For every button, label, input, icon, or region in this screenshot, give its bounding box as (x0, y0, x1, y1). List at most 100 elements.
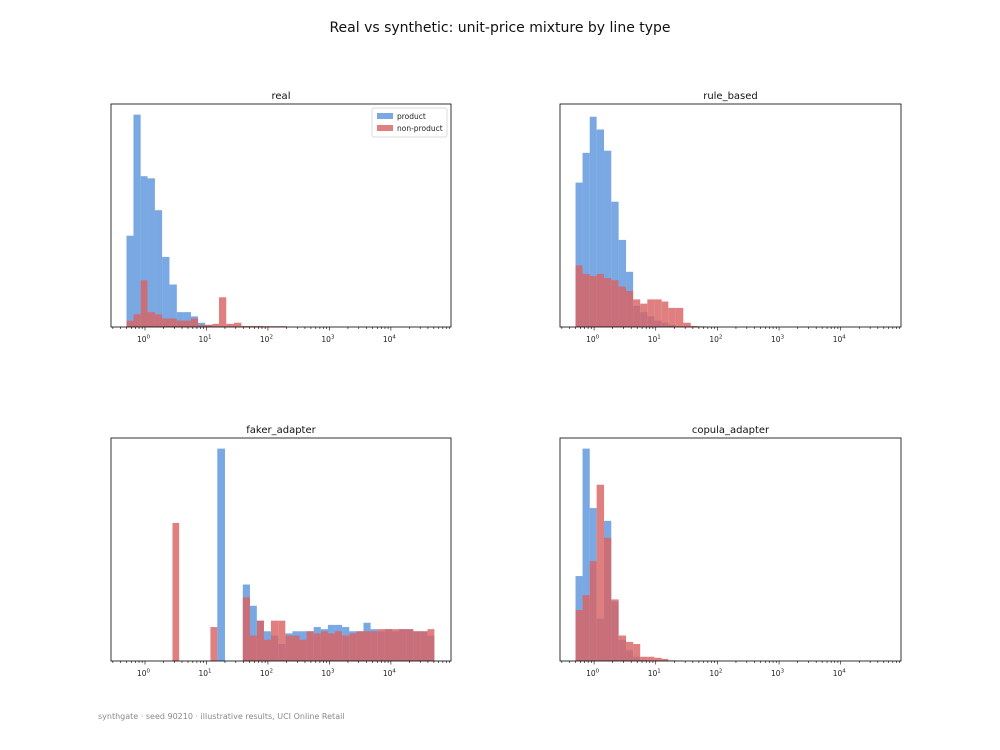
axes-frame (559, 437, 902, 662)
bar-non-product (675, 307, 684, 327)
bar-non-product (575, 610, 583, 661)
bar-non-product (335, 631, 343, 661)
figure-title: Real vs synthetic: unit-price mixture by… (329, 20, 671, 36)
bar-non-product (413, 631, 421, 661)
subplot-real: 100 101 102 103 104 real product non-product (110, 91, 452, 345)
bar-non-product (162, 318, 170, 327)
bar-product (596, 129, 605, 327)
bar-non-product (169, 318, 177, 327)
subplot-faker-adapter: 100 101 102 103 104 faker_adapter (110, 425, 452, 679)
bar-non-product (256, 620, 264, 661)
bar-non-product (611, 280, 619, 327)
subplot-rule-based: 100 101 102 103 104 rule_based (559, 91, 902, 345)
legend-label-product: product (397, 112, 426, 121)
bar-product (618, 239, 627, 327)
bar-non-product (190, 318, 199, 327)
bar-product (604, 150, 612, 327)
bar-product (162, 256, 170, 327)
x-tick-label: 103 (321, 669, 335, 679)
bar-non-product (248, 325, 257, 327)
bar-non-product (270, 620, 279, 661)
bar-non-product (126, 320, 134, 327)
bar-non-product (370, 631, 378, 661)
bar-non-product (647, 299, 655, 327)
legend-swatch-non-product (377, 125, 393, 131)
bar-product (611, 201, 619, 327)
x-tick-label: 102 (260, 669, 273, 679)
bar-non-product (406, 629, 414, 661)
bar-non-product (278, 326, 287, 327)
bar-non-product (363, 631, 371, 661)
bar-non-product (233, 322, 242, 327)
subplot-copula-adapter: 100 101 102 103 104 copula_adapter (559, 425, 902, 679)
bar-non-product (270, 326, 279, 327)
bar-non-product (306, 631, 314, 661)
x-tick-label: 103 (771, 335, 785, 345)
bar-non-product (640, 656, 648, 661)
bar-non-product (427, 629, 435, 661)
bar-non-product (626, 641, 634, 661)
x-tick-label: 101 (198, 335, 211, 345)
x-tick-label: 104 (383, 669, 397, 679)
bar-non-product (661, 658, 669, 661)
x-tick-label: 101 (648, 669, 661, 679)
bar-non-product (263, 326, 271, 327)
bar-non-product (219, 297, 227, 327)
bar-non-product (618, 635, 627, 661)
bar-non-product (242, 597, 250, 661)
x-tick-label: 103 (321, 335, 335, 345)
bar-non-product (384, 629, 392, 661)
bar-product (140, 176, 148, 327)
bar-non-product (140, 280, 148, 327)
bar-non-product (420, 631, 428, 661)
bar-non-product (668, 307, 676, 327)
bar-product (147, 178, 155, 327)
axes-frame (559, 103, 902, 328)
x-tick-label: 104 (833, 669, 847, 679)
bar-non-product (313, 633, 321, 661)
bar-non-product (342, 635, 350, 661)
x-tick-label: 100 (586, 335, 600, 345)
bar-non-product (596, 273, 605, 327)
bar-non-product (654, 657, 662, 661)
x-tick-label: 103 (771, 669, 785, 679)
bar-non-product (604, 537, 612, 661)
bar-non-product (263, 639, 271, 661)
bar-non-product (690, 325, 699, 327)
bar-non-product (661, 301, 669, 327)
bar-product (154, 210, 163, 327)
legend-label-non-product: non-product (397, 124, 443, 133)
bar-non-product (226, 323, 234, 327)
bar-non-product (575, 265, 583, 327)
bar-non-product (176, 320, 184, 327)
bar-non-product (278, 620, 286, 661)
subplot-title: real (272, 91, 291, 102)
bar-non-product (633, 644, 641, 661)
bar-non-product (172, 522, 180, 661)
bar-non-product (582, 595, 590, 661)
bar-non-product (356, 631, 364, 661)
bar-non-product (377, 629, 385, 661)
subplot-title: copula_adapter (692, 425, 770, 436)
bar-non-product (133, 314, 141, 327)
x-tick-label: 101 (198, 669, 211, 679)
bar-non-product (299, 639, 307, 661)
subplot-title: rule_based (703, 91, 758, 102)
bar-non-product (589, 276, 597, 327)
bar-non-product (183, 320, 191, 327)
bar-product (217, 448, 225, 661)
bar-non-product (626, 290, 634, 327)
bar-non-product (596, 484, 605, 661)
x-tick-label: 101 (648, 335, 661, 345)
bar-non-product (292, 635, 300, 661)
bar-non-product (147, 312, 155, 327)
bar-product (582, 152, 590, 327)
bar-non-product (618, 286, 627, 327)
bar-non-product (241, 325, 249, 327)
x-tick-label: 104 (833, 335, 847, 345)
x-tick-label: 102 (709, 669, 722, 679)
bar-non-product (320, 631, 328, 661)
axes-frame (110, 103, 452, 328)
bar-non-product (285, 635, 293, 661)
bar-non-product (647, 656, 655, 661)
